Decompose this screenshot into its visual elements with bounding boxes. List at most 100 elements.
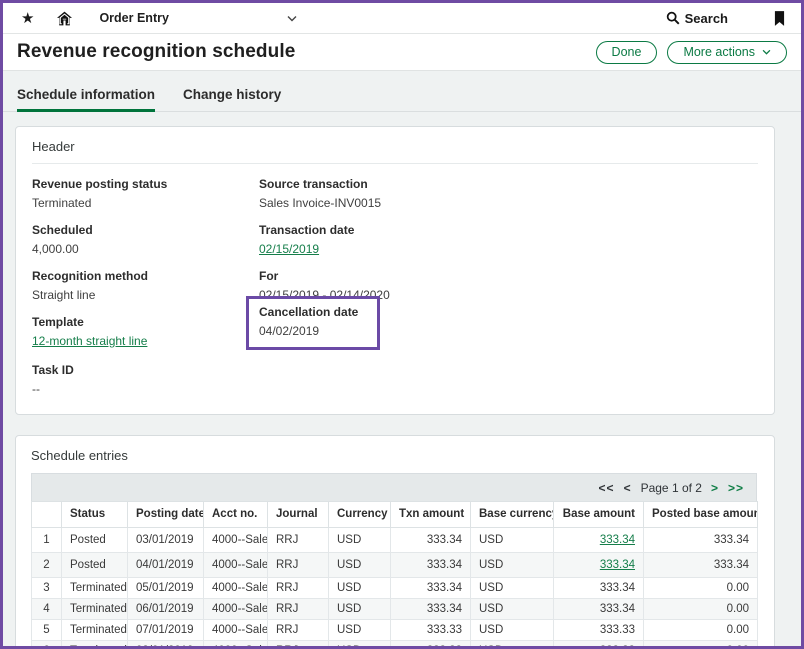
field-cancellation-date: Cancellation date 04/02/2019 — [259, 305, 358, 338]
table-cell: 0.00 — [643, 619, 758, 641]
row-number-cell: 3 — [31, 577, 62, 599]
table-header-row: Status Posting date Acct no. Journal Currenc… — [31, 501, 758, 528]
table-cell: 4000--Sales — [203, 598, 268, 620]
table-cell: 4000--Sales — [203, 577, 268, 599]
schedule-entries-section: Schedule entries << < Page 1 of 2 > >> S… — [15, 435, 775, 646]
table-row: 1Posted03/01/20194000--SalesRRJUSD333.34… — [31, 527, 758, 553]
table-row: 3Terminated05/01/20194000--SalesRRJUSD33… — [31, 577, 758, 599]
table-cell: 333.34 — [553, 598, 644, 620]
column-header: Currency — [328, 501, 391, 528]
field-value: Straight line — [32, 288, 96, 302]
table-cell: USD — [470, 619, 554, 641]
field-label: Revenue posting status — [32, 177, 168, 191]
column-header: Posting date — [127, 501, 204, 528]
table-cell: Terminated — [61, 598, 128, 620]
field-scheduled: Scheduled 4,000.00 — [32, 223, 259, 256]
chevron-down-icon — [762, 49, 771, 55]
row-number-cell: 5 — [31, 619, 62, 641]
field-revenue-posting-status: Revenue posting status Terminated — [32, 177, 259, 210]
table-cell: 333.34 — [553, 577, 644, 599]
table-cell: 04/01/2019 — [127, 552, 204, 578]
field-value: 4,000.00 — [32, 242, 79, 256]
divider — [32, 163, 758, 164]
table-cell: Terminated — [61, 619, 128, 641]
table-cell: 4000--Sales — [203, 619, 268, 641]
table-cell: 07/01/2019 — [127, 619, 204, 641]
table-row: 2Posted04/01/20194000--SalesRRJUSD333.34… — [31, 552, 758, 578]
transaction-date-link[interactable]: 02/15/2019 — [259, 242, 320, 256]
field-label: Template — [32, 315, 84, 329]
field-value: 04/02/2019 — [259, 324, 320, 338]
table-row: 5Terminated07/01/20194000--SalesRRJUSD33… — [31, 619, 758, 641]
table-cell: Terminated — [61, 577, 128, 599]
chevron-down-icon — [287, 15, 297, 21]
field-template: Template 12-month straight line — [32, 315, 259, 350]
field-value: Sales Invoice-INV0015 — [259, 196, 382, 210]
app-menu-label: Order Entry — [99, 11, 169, 25]
page-header: Revenue recognition schedule Done More a… — [3, 34, 801, 71]
row-number-cell: 4 — [31, 598, 62, 620]
field-source-transaction: Source transaction Sales Invoice-INV0015 — [259, 177, 758, 210]
column-header: Posted base amount — [643, 501, 758, 528]
header-section-title: Header — [32, 139, 75, 154]
more-actions-label: More actions — [683, 44, 755, 59]
template-link[interactable]: 12-month straight line — [32, 334, 148, 348]
table-cell: 0.00 — [643, 577, 758, 599]
field-label: For — [259, 269, 279, 283]
table-cell: Posted — [61, 527, 128, 553]
field-task-id: Task ID -- — [32, 363, 259, 396]
table-cell: 4000--Sales — [203, 640, 268, 646]
table-cell: 333.34 — [390, 552, 471, 578]
table-row: 6Terminated08/01/20194000--SalesRRJUSD33… — [31, 640, 758, 646]
table-cell: USD — [470, 577, 554, 599]
table-cell: 333.34 — [553, 527, 644, 553]
tab-schedule-information[interactable]: Schedule information — [17, 87, 156, 112]
tab-change-history[interactable]: Change history — [183, 87, 282, 102]
table-cell: USD — [328, 552, 391, 578]
app-menu-order-entry[interactable]: Order Entry — [99, 11, 297, 25]
bookmark-icon[interactable] — [774, 10, 785, 26]
table-cell: USD — [328, 598, 391, 620]
home-icon[interactable] — [56, 11, 73, 26]
base-amount-link[interactable]: 333.34 — [599, 534, 635, 546]
column-header: Base currency — [470, 501, 554, 528]
field-label: Recognition method — [32, 269, 148, 283]
magnifier-icon — [666, 11, 680, 25]
row-number-cell: 2 — [31, 552, 62, 578]
table-cell: 333.34 — [390, 527, 471, 553]
star-icon[interactable]: ★ — [21, 9, 35, 27]
table-cell: 333.34 — [643, 527, 758, 553]
base-amount-link[interactable]: 333.34 — [599, 559, 635, 571]
table-cell: 333.34 — [390, 598, 471, 620]
done-button-label: Done — [611, 44, 642, 59]
schedule-entries-table: Status Posting date Acct no. Journal Currenc… — [31, 501, 758, 646]
done-button[interactable]: Done — [595, 40, 658, 64]
search-button[interactable]: Search — [666, 11, 728, 26]
field-value: Terminated — [32, 196, 92, 210]
field-label: Transaction date — [259, 223, 355, 237]
table-cell: USD — [328, 640, 391, 646]
more-actions-button[interactable]: More actions — [667, 40, 787, 64]
table-cell: USD — [470, 598, 554, 620]
pagination-last-button[interactable]: >> — [727, 480, 744, 495]
field-label: Scheduled — [32, 223, 93, 237]
schedule-entries-title: Schedule entries — [31, 448, 128, 463]
pagination-first-button[interactable]: << — [598, 480, 615, 495]
grid-toolbar: << < Page 1 of 2 > >> — [31, 473, 757, 501]
field-label: Source transaction — [259, 177, 368, 191]
field-label: Cancellation date — [259, 305, 359, 319]
row-number-cell: 6 — [31, 640, 62, 646]
annotation-highlight-box: Cancellation date 04/02/2019 — [246, 296, 381, 350]
pagination-next-button[interactable]: > — [710, 480, 719, 495]
pagination-prev-button[interactable]: < — [623, 480, 632, 495]
table-cell: Terminated — [61, 640, 128, 646]
table-cell: RRJ — [267, 577, 329, 599]
header-fields: Revenue posting status Terminated Source… — [32, 164, 758, 396]
row-number-cell: 1 — [31, 527, 62, 553]
table-cell: RRJ — [267, 619, 329, 641]
table-cell: USD — [470, 552, 554, 578]
table-cell: USD — [470, 527, 554, 553]
column-header: Journal — [267, 501, 329, 528]
field-label: Task ID — [32, 363, 74, 377]
